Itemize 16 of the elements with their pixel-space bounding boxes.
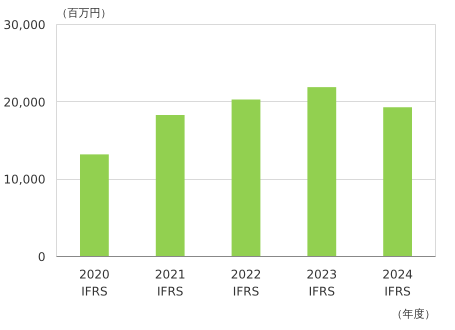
bar (232, 100, 260, 256)
x-tick-label: 2020 IFRS (79, 268, 110, 298)
x-axis-title: （年度） (392, 308, 436, 320)
bar (156, 114, 185, 256)
y-tick-label: 10,000 (4, 172, 46, 187)
y-tick-label: 30,000 (4, 18, 46, 32)
y-tick-label: 0 (38, 250, 46, 264)
x-tick-label: 2023 IFRS (306, 268, 338, 298)
y-axis-title: （百万円） (56, 8, 112, 20)
bar (383, 107, 412, 256)
bar (80, 154, 109, 256)
x-tick-label: 2021 IFRS (154, 268, 186, 298)
bar (307, 87, 336, 256)
x-tick-label: 2022 IFRS (230, 268, 262, 298)
x-tick-label: 2024 IFRS (382, 268, 413, 298)
y-tick-label: 20,000 (4, 95, 46, 110)
